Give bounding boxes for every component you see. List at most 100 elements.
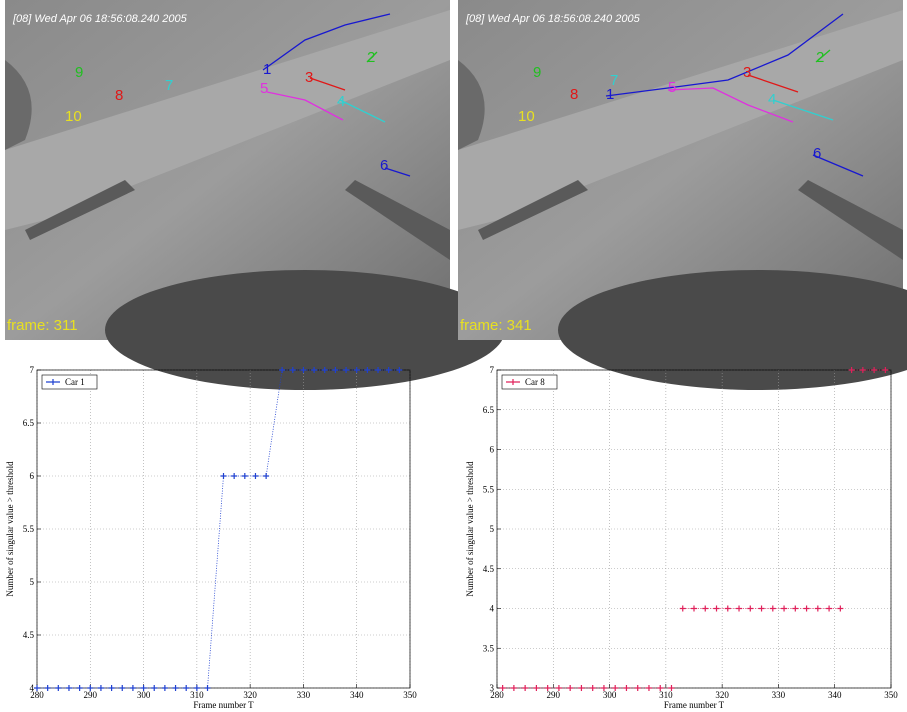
marker [44, 685, 51, 691]
marker [589, 685, 596, 691]
marker [623, 685, 630, 691]
car-label: 7 [165, 77, 173, 94]
marker [108, 685, 115, 691]
marker [567, 685, 574, 691]
x-tick-label: 300 [137, 690, 151, 700]
x-tick-label: 300 [603, 690, 617, 700]
marker [183, 685, 190, 691]
marker [736, 605, 743, 612]
axes-frame [36, 369, 411, 689]
trajectory [384, 167, 411, 177]
marker [385, 367, 392, 373]
car-label: 3 [305, 69, 313, 86]
trajectory [262, 13, 391, 71]
marker [634, 685, 641, 691]
marker [55, 685, 62, 691]
x-tick-label: 350 [403, 690, 417, 700]
y-tick-label: 3.5 [483, 643, 495, 653]
trajectory [339, 99, 386, 123]
marker [241, 473, 248, 479]
marker [533, 685, 540, 691]
marker [34, 685, 40, 691]
y-tick-label: 4.5 [23, 630, 35, 640]
x-tick-label: 280 [490, 690, 504, 700]
marker [65, 685, 72, 691]
y-tick-label: 3 [490, 683, 495, 693]
y-tick-label: 7 [490, 365, 495, 375]
y-tick-label: 4.5 [483, 564, 495, 574]
car-label: 4 [768, 91, 776, 108]
marker [151, 685, 158, 691]
trajectory [747, 74, 799, 93]
trajectory [667, 87, 794, 123]
marker [679, 605, 686, 612]
marker [668, 685, 675, 691]
marker [231, 473, 238, 479]
trajectory [309, 77, 346, 91]
marker [510, 685, 517, 691]
marker [375, 367, 382, 373]
x-axis-label: Frame number T [664, 700, 725, 710]
car-label: 6 [380, 157, 388, 174]
car-label: 3 [743, 64, 751, 81]
marker [97, 685, 104, 691]
y-tick-label: 6.5 [483, 405, 495, 415]
marker [859, 367, 866, 373]
marker [555, 685, 562, 691]
marker [848, 367, 855, 373]
marker [119, 685, 126, 691]
x-tick-label: 290 [84, 690, 98, 700]
x-tick-label: 320 [715, 690, 729, 700]
marker [499, 685, 506, 691]
y-tick-label: 6 [490, 445, 495, 455]
marker [321, 367, 328, 373]
marker [882, 367, 889, 373]
marker [87, 685, 94, 691]
marker [724, 605, 731, 612]
legend-label: Car 1 [65, 377, 85, 387]
marker [702, 605, 709, 612]
marker [343, 367, 350, 373]
car-label: 7 [610, 72, 618, 89]
car-label: 9 [75, 64, 83, 81]
marker [837, 605, 844, 612]
marker [713, 605, 720, 612]
marker [220, 473, 227, 479]
legend-marker [46, 379, 60, 385]
car-label: 10 [518, 108, 535, 125]
y-tick-label: 5 [30, 577, 35, 587]
trajectory [815, 49, 831, 63]
marker [252, 473, 259, 479]
marker [578, 685, 585, 691]
car-label: 6 [813, 145, 821, 162]
y-axis-label: Number of singular value > threshold [5, 461, 15, 597]
marker [544, 685, 551, 691]
x-tick-label: 340 [828, 690, 842, 700]
x-tick-label: 330 [772, 690, 786, 700]
y-axis-label: Number of singular value > threshold [465, 461, 475, 597]
y-tick-label: 6 [30, 471, 35, 481]
y-tick-label: 5.5 [23, 524, 35, 534]
x-tick-label: 330 [297, 690, 311, 700]
trajectory [366, 51, 378, 63]
marker [396, 367, 403, 373]
marker [769, 605, 776, 612]
trajectory [772, 99, 834, 121]
car-label: 5 [260, 80, 268, 97]
car-label: 2 [367, 49, 375, 66]
frame-label: frame: 341 [460, 317, 532, 334]
marker [193, 685, 200, 691]
x-tick-label: 310 [190, 690, 204, 700]
marker [600, 685, 607, 691]
marker [279, 367, 286, 373]
legend-label: Car 8 [525, 377, 545, 387]
marker [289, 367, 296, 373]
y-tick-label: 5 [490, 524, 495, 534]
y-tick-label: 5.5 [483, 484, 495, 494]
car-label: 10 [65, 108, 82, 125]
legend-marker [506, 379, 520, 385]
x-axis-label: Frame number T [193, 700, 254, 710]
marker [814, 605, 821, 612]
video-frame: [08] Wed Apr 06 18:56:08.240 2005 frame: … [5, 0, 505, 390]
